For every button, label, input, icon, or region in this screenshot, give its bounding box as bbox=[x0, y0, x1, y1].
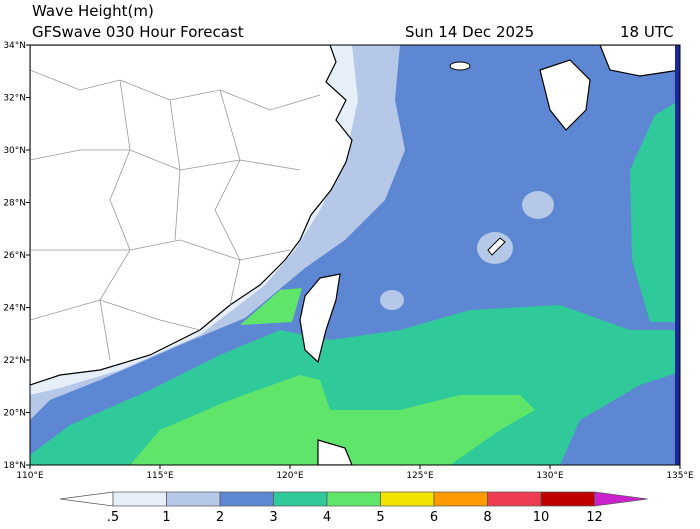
colorbar-box bbox=[326, 491, 381, 507]
axes: 18°N 20°N 22°N 24°N 26°N 28°N 30°N 32°N 34°N 110°… bbox=[3, 41, 694, 481]
colorbar-label: 8 bbox=[483, 510, 491, 525]
colorbar-label: .5 bbox=[107, 510, 119, 525]
colorbar-label: 6 bbox=[430, 510, 438, 525]
subtitle: GFSwave 030 Hour Forecast bbox=[32, 23, 244, 41]
colorbar-box bbox=[166, 491, 221, 507]
colorbar-box bbox=[487, 491, 542, 507]
lat-label: 30°N bbox=[3, 146, 26, 156]
colorbar-box bbox=[380, 491, 435, 507]
luzon bbox=[317, 439, 353, 465]
colorbar-box bbox=[433, 491, 488, 507]
colorbar-box bbox=[273, 491, 328, 507]
jeju bbox=[449, 61, 471, 71]
colorbar-box bbox=[540, 491, 595, 507]
colorbar-low bbox=[59, 491, 114, 507]
lat-label: 26°N bbox=[3, 251, 26, 261]
lon-label: 130°E bbox=[536, 471, 564, 481]
colorbar-label: 2 bbox=[216, 510, 224, 525]
mainland bbox=[30, 45, 353, 386]
lon-label: 115°E bbox=[146, 471, 174, 481]
zone-3-4-east bbox=[630, 100, 680, 322]
zone-1-2-island bbox=[522, 191, 554, 219]
lon-label: 135°E bbox=[666, 471, 694, 481]
lon-label: 125°E bbox=[406, 471, 434, 481]
colorbar-box bbox=[219, 491, 274, 507]
lon-label: 110°E bbox=[16, 471, 44, 481]
lat-label: 20°N bbox=[3, 409, 26, 419]
colorbar-label: 12 bbox=[586, 510, 603, 525]
lat-label: 32°N bbox=[3, 94, 26, 104]
colorbar-label: 1 bbox=[162, 510, 170, 525]
lat-label: 24°N bbox=[3, 304, 26, 314]
colorbar: .5 1 2 3 4 5 6 8 10 12 bbox=[59, 491, 648, 525]
colorbar-high bbox=[594, 491, 648, 507]
zone-4-5 bbox=[130, 375, 535, 465]
map-body bbox=[30, 45, 680, 465]
edge bbox=[675, 45, 680, 465]
zone-1-2-yaeyama bbox=[380, 290, 404, 310]
honshu bbox=[599, 45, 680, 77]
zone-4-5-strait bbox=[240, 288, 302, 325]
okinawa bbox=[487, 237, 506, 256]
colorbar-label: 5 bbox=[376, 510, 384, 525]
colorbar-box bbox=[112, 491, 167, 507]
lat-label: 34°N bbox=[3, 41, 26, 51]
time: 18 UTC bbox=[620, 23, 674, 41]
lat-label: 28°N bbox=[3, 199, 26, 209]
colorbar-label: 10 bbox=[533, 510, 550, 525]
date: Sun 14 Dec 2025 bbox=[405, 23, 534, 41]
kyushu bbox=[539, 59, 591, 131]
colorbar-label: 3 bbox=[269, 510, 277, 525]
zone-2-3 bbox=[560, 372, 680, 465]
title: Wave Height(m) bbox=[32, 2, 154, 20]
province-borders bbox=[30, 69, 321, 361]
lat-label: 18°N bbox=[3, 461, 26, 471]
colorbar-label: 4 bbox=[323, 510, 331, 525]
lon-label: 120°E bbox=[276, 471, 304, 481]
lat-label: 22°N bbox=[3, 356, 26, 366]
taiwan bbox=[299, 273, 341, 364]
